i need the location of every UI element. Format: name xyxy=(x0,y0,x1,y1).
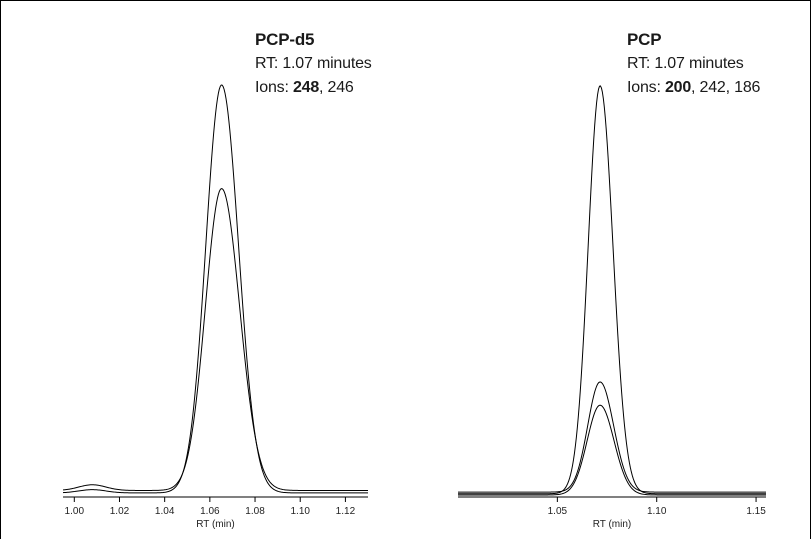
x-tick-label: 1.12 xyxy=(336,506,356,517)
ion-rest: , 242, 186 xyxy=(691,79,761,96)
ions-prefix: Ions: xyxy=(255,79,293,96)
ion-primary: 248 xyxy=(292,79,320,96)
series-trace-ion-200 xyxy=(458,85,766,495)
x-tick-label: 1.06 xyxy=(200,506,220,517)
series-trace-ion-242 xyxy=(458,381,766,493)
series-trace-ion-186 xyxy=(458,404,766,496)
x-tick-label: 1.00 xyxy=(65,506,85,517)
series-trace-ion-246 xyxy=(62,188,368,491)
x-tick-label: 1.15 xyxy=(746,506,766,517)
annotation-pcp-d5: PCP-d5 RT: 1.07 minutes Ions: 248, 246 xyxy=(255,28,372,100)
x-tick-label: 1.10 xyxy=(290,506,310,517)
chart-title-pcp-d5: PCP-d5 xyxy=(255,30,315,49)
x-tick-label: 1.02 xyxy=(110,506,130,517)
rt-label-pcp: RT: 1.07 minutes xyxy=(627,55,744,72)
x-axis-title: RT (min) xyxy=(593,519,632,530)
chart-pcp: 1.05 1.10 1.15 RT (min) xyxy=(458,85,766,530)
annotation-pcp: PCP RT: 1.07 minutes Ions: 200, 242, 186 xyxy=(627,28,760,100)
x-axis-title: RT (min) xyxy=(196,519,235,530)
ions-label-pcp-d5: Ions: 248, 246 xyxy=(255,76,372,100)
chart-pcp-d5: 1.00 1.02 1.04 1.06 1.08 1.10 1.12 RT (min) xyxy=(62,84,368,530)
x-tick-label: 1.05 xyxy=(548,506,568,517)
chart-title-pcp: PCP xyxy=(627,30,662,49)
ion-primary: 200 xyxy=(664,79,692,96)
ion-rest: , 246 xyxy=(319,79,354,96)
x-tick-label: 1.04 xyxy=(155,506,175,517)
ions-label-pcp: Ions: 200, 242, 186 xyxy=(627,76,760,100)
series-trace-ion-248 xyxy=(62,84,368,494)
ions-prefix: Ions: xyxy=(627,79,665,96)
rt-label-pcp-d5: RT: 1.07 minutes xyxy=(255,55,372,72)
x-tick-label: 1.08 xyxy=(245,506,265,517)
x-tick-label: 1.10 xyxy=(647,506,667,517)
